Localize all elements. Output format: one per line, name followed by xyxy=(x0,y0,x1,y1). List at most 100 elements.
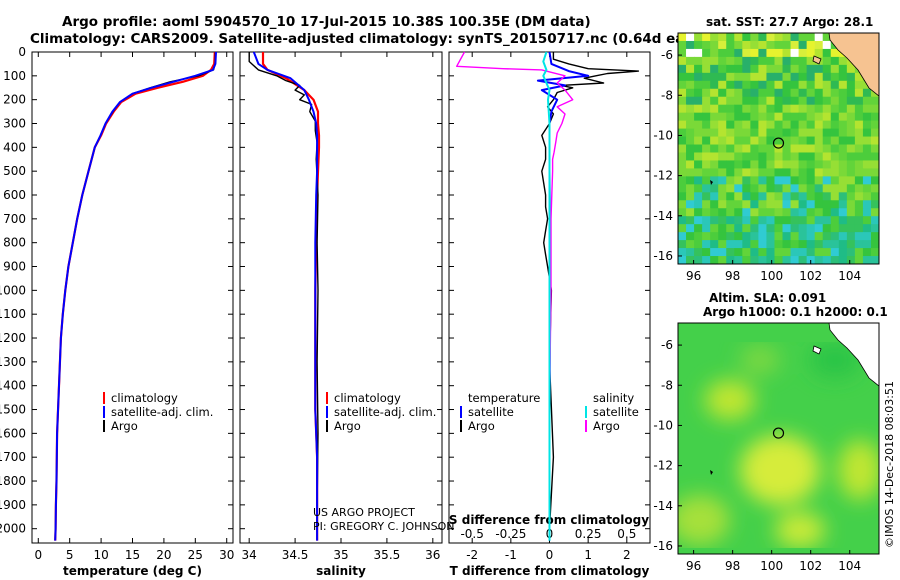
y-tick-label: 1800 xyxy=(0,474,26,488)
sst-map-frame xyxy=(677,32,880,265)
sla-map-title1: Altim. SLA: 0.091 xyxy=(709,291,826,305)
y-tick-label: 2000 xyxy=(0,522,26,536)
map-y-tick-label: -12 xyxy=(653,169,673,183)
salinity-panel: 34 34.5 35 35.5 36 salinity xyxy=(239,51,443,578)
series-ds-satellite xyxy=(542,51,551,541)
map-x-tick-label: 96 xyxy=(686,269,701,283)
x-tick-label: 35.5 xyxy=(374,548,401,562)
y-tick-label: 1200 xyxy=(0,331,26,345)
legend-satellite-label: satellite-adj. clim. xyxy=(111,405,213,419)
temperature-plot-frame xyxy=(31,51,234,544)
salinity-legend: climatology satellite-adj. clim. Argo xyxy=(326,391,436,433)
y-tick-label: 0 xyxy=(18,45,26,59)
x-tick-label: 20 xyxy=(156,548,171,562)
legend-satellite-label: satellite-adj. clim. xyxy=(334,405,436,419)
map-x-tick-label: 102 xyxy=(799,269,822,283)
map-x-tick-label: 96 xyxy=(686,559,701,573)
sla-map-frame xyxy=(677,322,880,555)
x2-tick-label: -0.5 xyxy=(460,527,483,541)
float-position-marker xyxy=(772,137,785,149)
x-tick-label: 15 xyxy=(125,548,140,562)
difference-panel: -2 -1 0 1 2 T difference from climatology -0.5… xyxy=(448,51,651,578)
y-tick-label: 700 xyxy=(3,212,26,226)
y-tick-label: 1700 xyxy=(0,450,26,464)
credit-project: US ARGO PROJECT xyxy=(313,506,415,519)
legend-climatology-label: climatology xyxy=(334,391,401,405)
x2-tick-label: 0.5 xyxy=(617,527,636,541)
sst-map: sat. SST: 27.7 Argo: 28.1 96 98 100 102 104 -… xyxy=(653,15,880,283)
title-line2: Climatology: CARS2009. Satellite-adjuste… xyxy=(30,31,722,47)
x-tick-label: 35 xyxy=(333,548,348,562)
island xyxy=(812,345,822,355)
sst-map-title: sat. SST: 27.7 Argo: 28.1 xyxy=(706,15,873,29)
x-tick-label: 5 xyxy=(66,548,74,562)
x-tick-label: -2 xyxy=(466,548,478,562)
map-y-tick-label: -8 xyxy=(661,378,673,392)
y-tick-label: 1900 xyxy=(0,498,26,512)
sst-map-axes: 96 98 100 102 104 -6 -8 -10 -12 -14 -16 xyxy=(653,48,861,283)
sla-map: Altim. SLA: 0.091 Argo h1000: 0.1 h2000:… xyxy=(653,291,887,573)
y-tick-label: 1300 xyxy=(0,355,26,369)
legend-s-satellite-label: satellite xyxy=(593,405,639,419)
temperature-x-label: temperature (deg C) xyxy=(63,564,202,578)
map-x-tick-label: 100 xyxy=(760,559,783,573)
y-tick-label: 1600 xyxy=(0,426,26,440)
x-tick-label: 1 xyxy=(584,548,592,562)
float-position-marker xyxy=(772,427,785,439)
sst-field xyxy=(678,33,879,264)
series-dt-argo xyxy=(541,52,640,529)
x-tick-label: 36 xyxy=(425,548,440,562)
y-tick-label: 900 xyxy=(3,260,26,274)
x-tick-label: -1 xyxy=(505,548,517,562)
map-y-tick-label: -14 xyxy=(653,209,673,223)
map-x-tick-label: 104 xyxy=(838,559,861,573)
x-tick-label: 10 xyxy=(93,548,108,562)
map-y-tick-label: -6 xyxy=(661,338,673,352)
map-x-tick-label: 100 xyxy=(760,269,783,283)
legend-t-satellite-label: satellite xyxy=(468,405,514,419)
sla-map-axes: 96 98 100 102 104 -6 -8 -10 -12 -14 -16 xyxy=(653,338,861,573)
map-y-tick-label: -12 xyxy=(653,459,673,473)
x-tick-label: 30 xyxy=(219,548,234,562)
y-tick-label: 100 xyxy=(3,69,26,83)
series-s-satellite xyxy=(252,51,319,541)
y-tick-label: 400 xyxy=(3,140,26,154)
legend-s-argo-label: Argo xyxy=(593,419,620,433)
legend-argo-label: Argo xyxy=(334,419,361,433)
temperature-panel: 0100200300400500600700800900100011001200… xyxy=(0,45,234,578)
sla-map-title2: Argo h1000: 0.1 h2000: 0.1 xyxy=(703,305,888,319)
island xyxy=(812,55,822,65)
difference-x-label: T difference from climatology xyxy=(450,564,650,578)
map-x-tick-label: 104 xyxy=(838,269,861,283)
difference-legend: temperature satellite Argo salinity sate… xyxy=(460,391,639,433)
y-tick-label: 1000 xyxy=(0,283,26,297)
temperature-legend: climatology satellite-adj. clim. Argo xyxy=(103,391,213,433)
y-tick-label: 1100 xyxy=(0,307,26,321)
credit-pi: PI: GREGORY C. JOHNSON xyxy=(313,520,454,533)
map-y-tick-label: -10 xyxy=(653,128,673,142)
sla-field xyxy=(678,323,879,554)
map-y-tick-label: -16 xyxy=(653,249,673,263)
series-s-argo xyxy=(248,52,319,529)
legend-temperature-title: temperature xyxy=(468,391,540,405)
salinity-plot-frame xyxy=(239,51,443,544)
series-ds-argo xyxy=(456,51,574,410)
imos-stamp: ©IMOS 14-Dec-2018 08:03:51 xyxy=(883,381,896,548)
island-small xyxy=(710,470,713,475)
legend-argo-label: Argo xyxy=(111,419,138,433)
x-tick-label: 25 xyxy=(188,548,203,562)
x-tick-label: 34.5 xyxy=(282,548,309,562)
map-y-tick-label: -8 xyxy=(661,88,673,102)
x-tick-label: 2 xyxy=(623,548,631,562)
x-tick-label: 0 xyxy=(546,548,554,562)
y-tick-label: 600 xyxy=(3,188,26,202)
map-x-tick-label: 102 xyxy=(799,559,822,573)
map-x-tick-label: 98 xyxy=(725,559,740,573)
x2-tick-label: -0.25 xyxy=(495,527,526,541)
legend-t-argo-label: Argo xyxy=(468,419,495,433)
legend-salinity-title: salinity xyxy=(593,391,634,405)
map-y-tick-label: -6 xyxy=(661,48,673,62)
x2-tick-label: 0.25 xyxy=(575,527,602,541)
map-x-tick-label: 98 xyxy=(725,269,740,283)
